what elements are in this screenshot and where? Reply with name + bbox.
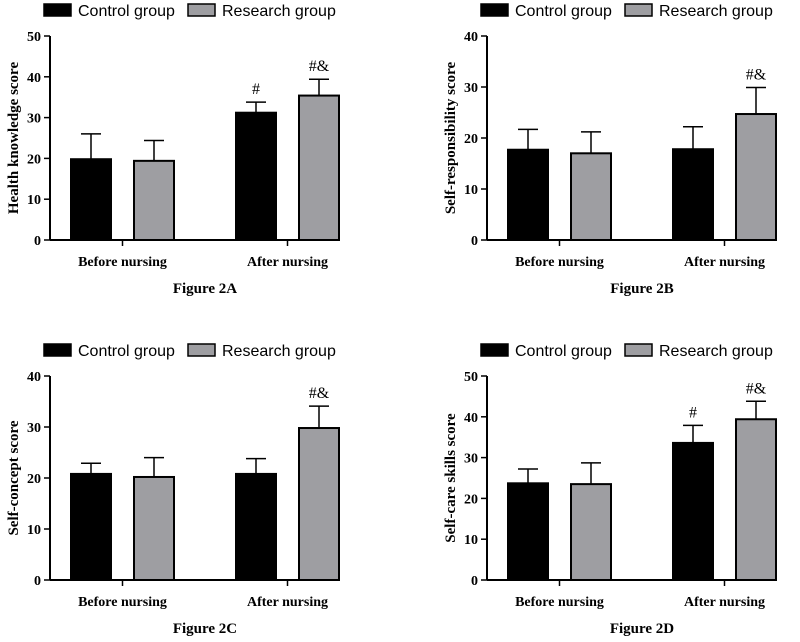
y-tick-label: 20 [464,132,478,147]
legend-swatch-research [624,343,653,357]
legend-swatch-control [480,343,509,357]
legend-label-control: Control group [78,343,175,360]
legend-swatch-research [187,3,216,17]
bar-research-after [735,113,777,241]
chart-panel-2: Control group Research group #& 0 10 20 30 40 Be… [443,3,777,297]
x-category-label: Before nursing [78,255,167,270]
bar-control-after [672,148,714,241]
y-tick-label: 40 [464,411,478,426]
y-tick-label: 30 [27,112,41,127]
y-axis-label: Health knowledge score [6,62,22,215]
y-tick-label: 40 [27,71,41,86]
legend-label-control: Control group [515,343,612,360]
x-category-label: Before nursing [78,595,167,610]
legend-swatch-control [480,3,509,17]
y-tick-label: 20 [464,492,478,507]
figure-title: Figure 2C [173,621,237,637]
y-tick-label: 0 [34,574,41,589]
bar-control-before [70,472,112,581]
bar-control-after [672,441,714,581]
legend-swatch-research [624,3,653,17]
x-category-label: After nursing [247,595,328,610]
y-tick-label: 30 [27,421,41,436]
legend-label-research: Research group [222,343,336,360]
significance-marker: #& [309,385,330,402]
y-tick-label: 30 [464,81,478,96]
y-tick-label: 10 [464,183,478,198]
chart-panel-4: Control group Research group # #& 0 10 20 30 40 5… [443,343,777,637]
bar-control-after [235,472,277,581]
figure-title: Figure 2D [610,621,674,637]
figure-title: Figure 2A [173,281,237,297]
significance-marker: # [689,404,697,421]
y-tick-label: 50 [27,30,41,45]
y-tick-label: 20 [27,472,41,487]
legend-swatch-control [43,3,72,17]
bar-research-before [133,159,175,242]
y-tick-label: 40 [27,370,41,385]
legend-label-control: Control group [78,3,175,20]
y-axis-label: Self-care skills score [443,413,459,543]
x-category-label: After nursing [247,255,328,270]
y-tick-label: 0 [471,574,478,589]
bar-control-before [70,158,112,241]
y-tick-label: 20 [27,152,41,167]
significance-marker: #& [746,380,767,397]
significance-marker: # [252,81,260,98]
x-category-label: After nursing [684,595,765,610]
chart-panel-1: Control group Research group # #& 0 10 20 30 40 5… [6,3,340,297]
significance-marker: #& [309,58,330,75]
legend-swatch-research [187,343,216,357]
y-tick-label: 30 [464,452,478,467]
y-tick-label: 0 [34,234,41,249]
y-tick-label: 40 [464,30,478,45]
bar-research-before [570,152,612,241]
y-axis-label: Self-responsibility score [443,61,459,214]
legend-label-control: Control group [515,3,612,20]
y-tick-label: 10 [464,533,478,548]
x-category-label: Before nursing [515,595,604,610]
bar-control-before [507,482,549,581]
bar-control-after [235,111,277,241]
legend-swatch-control [43,343,72,357]
bar-research-after [735,418,777,581]
bar-research-before [133,475,175,581]
chart-panel-3: Control group Research group #& 0 10 20 30 40 Be… [6,343,340,637]
y-tick-label: 0 [471,234,478,249]
significance-marker: #& [746,67,767,84]
bar-control-before [507,148,549,241]
y-axis-label: Self-concept score [6,420,22,535]
y-tick-label: 50 [464,370,478,385]
x-category-label: After nursing [684,255,765,270]
legend-label-research: Research group [222,3,336,20]
bar-research-after [298,94,340,242]
y-tick-label: 10 [27,523,41,538]
legend-label-research: Research group [659,3,773,20]
bar-research-after [298,427,340,581]
figure-title: Figure 2B [610,281,673,297]
bar-research-before [570,483,612,581]
y-tick-label: 10 [27,193,41,208]
legend-label-research: Research group [659,343,773,360]
x-category-label: Before nursing [515,255,604,270]
